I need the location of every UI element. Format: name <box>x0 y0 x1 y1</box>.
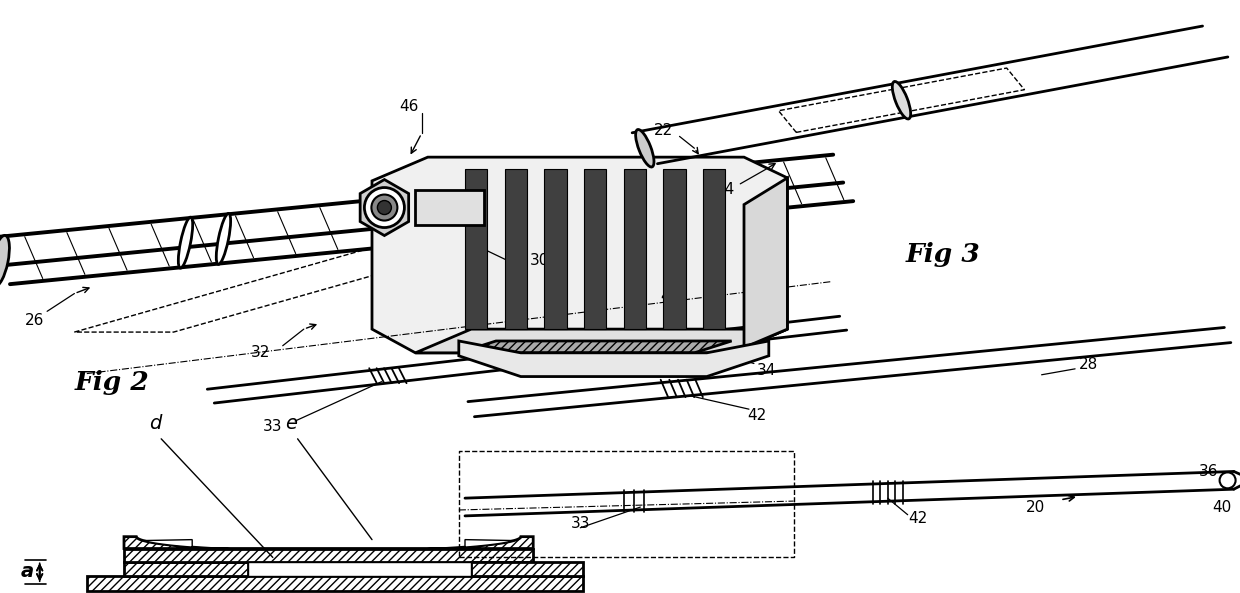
Ellipse shape <box>636 129 653 167</box>
Text: 33: 33 <box>570 516 590 531</box>
Polygon shape <box>544 169 567 329</box>
Circle shape <box>365 187 404 228</box>
Ellipse shape <box>216 213 231 264</box>
Text: d: d <box>149 415 161 433</box>
Text: 26: 26 <box>25 313 45 328</box>
Polygon shape <box>143 540 515 551</box>
Polygon shape <box>248 562 471 576</box>
Polygon shape <box>663 169 686 329</box>
Text: 22: 22 <box>653 123 673 138</box>
Text: Fig 3: Fig 3 <box>905 243 980 267</box>
Polygon shape <box>360 180 409 235</box>
Text: 33: 33 <box>263 419 283 435</box>
Text: e: e <box>285 415 298 433</box>
Text: 32: 32 <box>250 345 270 361</box>
Polygon shape <box>124 537 533 551</box>
Circle shape <box>377 200 392 215</box>
Circle shape <box>372 195 397 221</box>
Text: 40: 40 <box>1211 499 1231 515</box>
Polygon shape <box>505 169 527 329</box>
Polygon shape <box>415 329 787 353</box>
Polygon shape <box>732 178 787 353</box>
Text: 47: 47 <box>660 289 680 304</box>
Ellipse shape <box>0 235 10 286</box>
Polygon shape <box>584 169 606 329</box>
Text: 46: 46 <box>399 99 419 114</box>
Text: 42: 42 <box>908 511 928 527</box>
Text: 34: 34 <box>756 363 776 378</box>
Polygon shape <box>459 341 769 377</box>
Text: 36: 36 <box>1199 464 1219 479</box>
Polygon shape <box>471 562 583 576</box>
Polygon shape <box>87 576 583 591</box>
Polygon shape <box>465 169 487 329</box>
Text: 20: 20 <box>1025 499 1045 515</box>
Text: 28: 28 <box>1079 357 1099 372</box>
Polygon shape <box>124 562 248 576</box>
Polygon shape <box>459 341 732 353</box>
Polygon shape <box>624 169 646 329</box>
Polygon shape <box>372 157 787 353</box>
Text: 42: 42 <box>746 407 766 423</box>
Ellipse shape <box>179 217 192 268</box>
Polygon shape <box>415 190 484 225</box>
Ellipse shape <box>893 81 910 119</box>
Text: Fig 2: Fig 2 <box>74 370 149 395</box>
Polygon shape <box>124 549 533 562</box>
Text: 24: 24 <box>715 182 735 197</box>
Text: a: a <box>21 562 33 581</box>
Polygon shape <box>703 169 725 329</box>
Text: 30: 30 <box>529 253 549 269</box>
